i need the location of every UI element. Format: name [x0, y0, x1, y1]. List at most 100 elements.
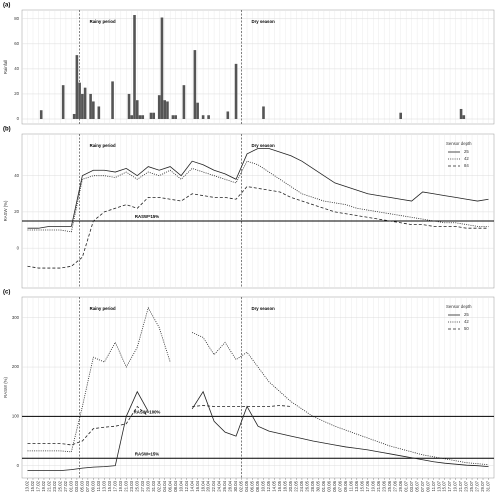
bar	[39, 110, 43, 119]
bar	[78, 82, 81, 119]
x-tick-label: 20.04	[206, 480, 211, 491]
x-tick-label: 26.05	[305, 480, 310, 491]
bar	[127, 93, 131, 119]
bar	[81, 93, 84, 119]
x-tick-label: 06.05	[250, 480, 255, 491]
y-tick-label: 100	[12, 413, 20, 418]
x-tick-label: 30.04	[233, 480, 238, 491]
x-tick-label: 28.04	[228, 480, 233, 491]
bar	[207, 115, 210, 119]
y-tick-label: 80	[14, 16, 19, 21]
y-tick-label: 20	[14, 91, 19, 96]
bar	[111, 81, 114, 119]
x-tick-label: 28.05	[310, 480, 315, 491]
legend-label: 42	[464, 319, 469, 324]
x-tick-label: 24.05	[299, 480, 304, 491]
x-tick-label: 15.03	[107, 480, 112, 491]
x-tick-label: 06.04	[167, 480, 172, 491]
bar	[149, 112, 153, 119]
bar	[182, 85, 186, 119]
y-tick-label: 40	[14, 173, 19, 178]
x-tick-label: 05.06	[332, 480, 337, 491]
legend-title: Sensor depth	[446, 141, 472, 146]
period-label: Rainy period	[90, 143, 116, 148]
x-tick-label: 19.03	[118, 480, 123, 491]
series-line	[27, 405, 291, 446]
panel-label: (b)	[3, 127, 11, 133]
y-tick-label: 60	[14, 41, 19, 46]
bar	[89, 93, 92, 119]
bar	[141, 115, 145, 119]
y-tick-label: 300	[12, 315, 20, 320]
x-tick-label: 31.07	[486, 480, 491, 491]
x-tick-label: 25.03	[134, 480, 139, 491]
period-label: Rainy period	[90, 19, 116, 24]
x-tick-label: 05.03	[80, 480, 85, 491]
bar	[166, 101, 169, 119]
x-tick-label: 03.03	[74, 480, 79, 491]
x-tick-label: 07.06	[337, 480, 342, 491]
bar	[262, 106, 265, 119]
series-line	[27, 148, 489, 229]
legend-title: Sensor depth	[446, 304, 472, 309]
x-tick-label: 20.05	[288, 480, 293, 491]
x-tick-label: 22.04	[211, 480, 216, 491]
x-tick-label: 27.02	[63, 480, 68, 491]
x-tick-label: 01.07	[403, 480, 408, 491]
y-tick-label: 20	[14, 209, 19, 214]
bar	[130, 115, 134, 119]
x-tick-label: 17.07	[447, 480, 452, 491]
y-tick-label: 0	[17, 116, 20, 121]
bar	[157, 95, 161, 119]
x-tick-label: 10.04	[178, 480, 183, 491]
bar	[152, 112, 156, 119]
bar	[196, 102, 199, 119]
x-tick-label: 11.03	[96, 480, 101, 491]
x-tick-label: 21.02	[47, 480, 52, 491]
series-line	[27, 306, 489, 466]
bar	[72, 113, 76, 119]
x-tick-label: 04.05	[244, 480, 249, 491]
series-line	[27, 186, 489, 269]
bar	[138, 115, 142, 119]
threshold-label: RASW=15%	[135, 451, 159, 456]
x-tick-label: 21.07	[458, 480, 463, 491]
x-tick-label: 03.06	[326, 480, 331, 491]
x-tick-label: 16.04	[195, 480, 200, 491]
bar	[61, 85, 65, 119]
x-tick-label: 29.06	[398, 480, 403, 491]
x-tick-label: 23.06	[381, 480, 386, 491]
y-axis-title: RASW (%)	[3, 377, 8, 398]
x-tick-label: 08.05	[255, 480, 260, 491]
x-tick-label: 13.06	[354, 480, 359, 491]
x-tick-label: 22.05	[294, 480, 299, 491]
x-tick-label: 18.04	[200, 480, 205, 491]
period-label: Dry season	[252, 143, 276, 148]
x-tick-label: 30.05	[316, 480, 321, 491]
x-tick-label: 23.02	[52, 480, 57, 491]
x-tick-label: 09.07	[425, 480, 430, 491]
bar	[163, 100, 166, 119]
period-label: Dry season	[252, 306, 276, 311]
x-tick-label: 07.03	[85, 480, 90, 491]
x-tick-label: 04.04	[162, 480, 167, 491]
bar	[234, 63, 238, 119]
bar	[174, 115, 177, 119]
x-tick-label: 15.06	[359, 480, 364, 491]
x-tick-label: 27.06	[392, 480, 397, 491]
x-tick-label: 21.06	[376, 480, 381, 491]
y-tick-label: 0	[17, 245, 20, 250]
y-axis-title: Rainfall	[3, 60, 8, 74]
x-tick-label: 17.02	[36, 480, 41, 491]
bar	[459, 108, 463, 119]
y-axis-title: RASW (%)	[3, 200, 8, 221]
x-tick-label: 07.07	[420, 480, 425, 491]
bar	[75, 55, 79, 119]
bar	[92, 101, 95, 119]
panel-label: (a)	[3, 3, 10, 9]
legend-label: 42	[464, 156, 469, 161]
bar	[97, 106, 101, 119]
threshold-label: RASW=100%	[134, 409, 161, 414]
x-tick-label: 23.03	[129, 480, 134, 491]
